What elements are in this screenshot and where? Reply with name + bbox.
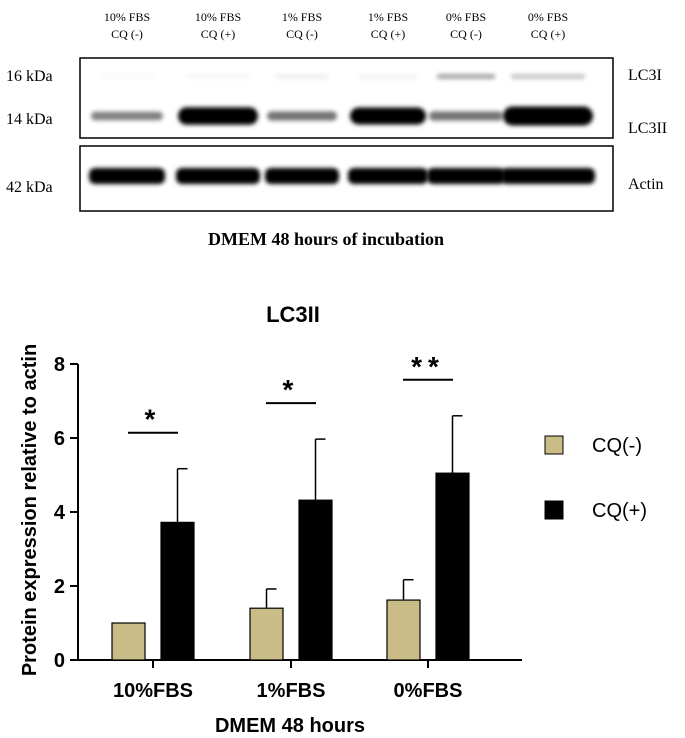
lc3ii-band — [429, 111, 503, 121]
x-tick-label: 0%FBS — [394, 680, 463, 702]
x-axis-label: DMEM 48 hours — [215, 715, 365, 737]
lane-label: CQ (+) — [201, 27, 235, 41]
lane-label: CQ (-) — [450, 27, 482, 41]
y-axis-label: Protein expression relative to actin — [19, 344, 41, 676]
actin-band — [265, 168, 339, 184]
marker-14kda: 14 kDa — [6, 111, 53, 128]
lane-label: CQ (-) — [111, 27, 143, 41]
legend-label: CQ(-) — [592, 435, 642, 457]
lc3ii-band — [267, 111, 337, 121]
bar-cq — [160, 521, 195, 661]
actin-band — [427, 168, 505, 184]
legend-swatch — [544, 500, 564, 520]
bar-cq — [435, 472, 470, 661]
band-label-lc3ii: LC3II — [628, 120, 667, 137]
legend-swatch — [544, 435, 564, 455]
actin-band — [348, 168, 428, 184]
bar-cq — [386, 599, 421, 661]
lc3ii-band — [503, 106, 593, 126]
lc3-blot-panel — [79, 57, 614, 139]
blot-caption: DMEM 48 hours of incubation — [208, 229, 444, 249]
significance-marker: * — [145, 404, 162, 435]
lc3i-band — [511, 74, 585, 79]
actin-band — [501, 168, 595, 184]
band-label-lc3i: LC3I — [628, 67, 662, 84]
legend-label: CQ(+) — [592, 500, 647, 522]
lc3i-band — [358, 74, 418, 79]
lc3ii-band — [91, 111, 163, 121]
significance-marker: * — [283, 374, 300, 405]
y-tick-label: 6 — [54, 428, 65, 450]
x-tick-label: 10%FBS — [113, 680, 193, 702]
marker-42kda: 42 kDa — [6, 179, 53, 196]
actin-band — [89, 168, 165, 184]
lc3i-band — [275, 74, 329, 79]
lane-label: CQ (+) — [371, 27, 405, 41]
lane-label: 10% FBS — [104, 10, 150, 24]
bar-cq — [111, 622, 146, 661]
significance-marker: ** — [411, 351, 445, 382]
y-tick-label: 0 — [54, 650, 65, 672]
lane-label: 10% FBS — [195, 10, 241, 24]
lc3i-band — [99, 74, 155, 79]
lc3ii-band — [350, 107, 426, 125]
lc3i-band — [437, 74, 495, 79]
bar-cq — [249, 607, 284, 661]
lc3ii-band — [178, 107, 258, 125]
y-tick-label: 8 — [54, 354, 65, 376]
x-tick-label: 1%FBS — [257, 680, 326, 702]
western-blot: 10% FBS CQ (-) 10% FBS CQ (+) 1% FBS CQ (-) 1%… — [6, 10, 667, 249]
actin-band — [176, 168, 260, 184]
chart-title: LC3II — [266, 302, 320, 327]
lane-label: 0% FBS — [446, 10, 486, 24]
y-tick-label: 4 — [54, 502, 66, 524]
lc3i-band — [186, 74, 250, 79]
lane-label: 1% FBS — [368, 10, 408, 24]
band-label-actin: Actin — [628, 176, 664, 193]
lane-label: CQ (+) — [531, 27, 565, 41]
lane-label: 0% FBS — [528, 10, 568, 24]
lane-label: CQ (-) — [286, 27, 318, 41]
bar-cq — [298, 499, 333, 661]
y-tick-label: 2 — [54, 576, 65, 598]
lane-label: 1% FBS — [282, 10, 322, 24]
marker-16kda: 16 kDa — [6, 68, 53, 85]
